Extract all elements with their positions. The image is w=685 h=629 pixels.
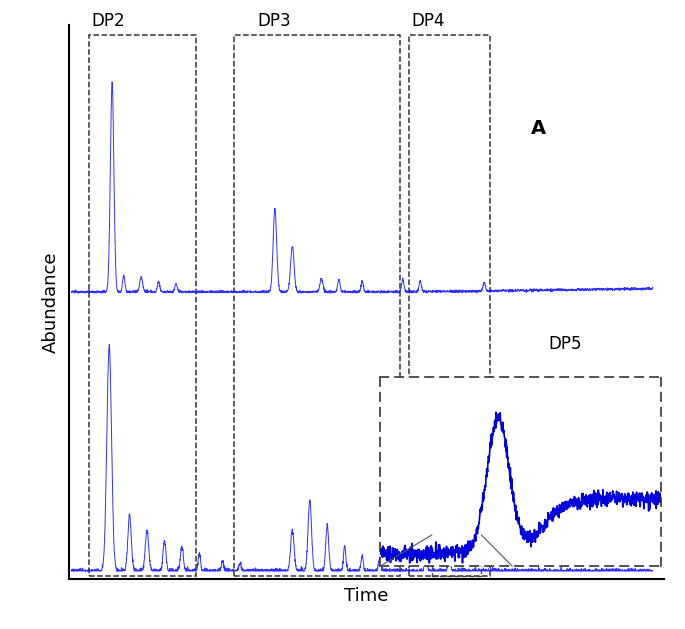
- Text: B: B: [531, 407, 545, 426]
- Text: DP5: DP5: [549, 335, 582, 353]
- Y-axis label: Abundance: Abundance: [42, 251, 60, 353]
- Text: DP2: DP2: [92, 13, 125, 30]
- Text: DP4: DP4: [412, 13, 445, 30]
- Text: A: A: [531, 119, 546, 138]
- Text: DP3: DP3: [258, 13, 291, 30]
- X-axis label: Time: Time: [345, 587, 388, 605]
